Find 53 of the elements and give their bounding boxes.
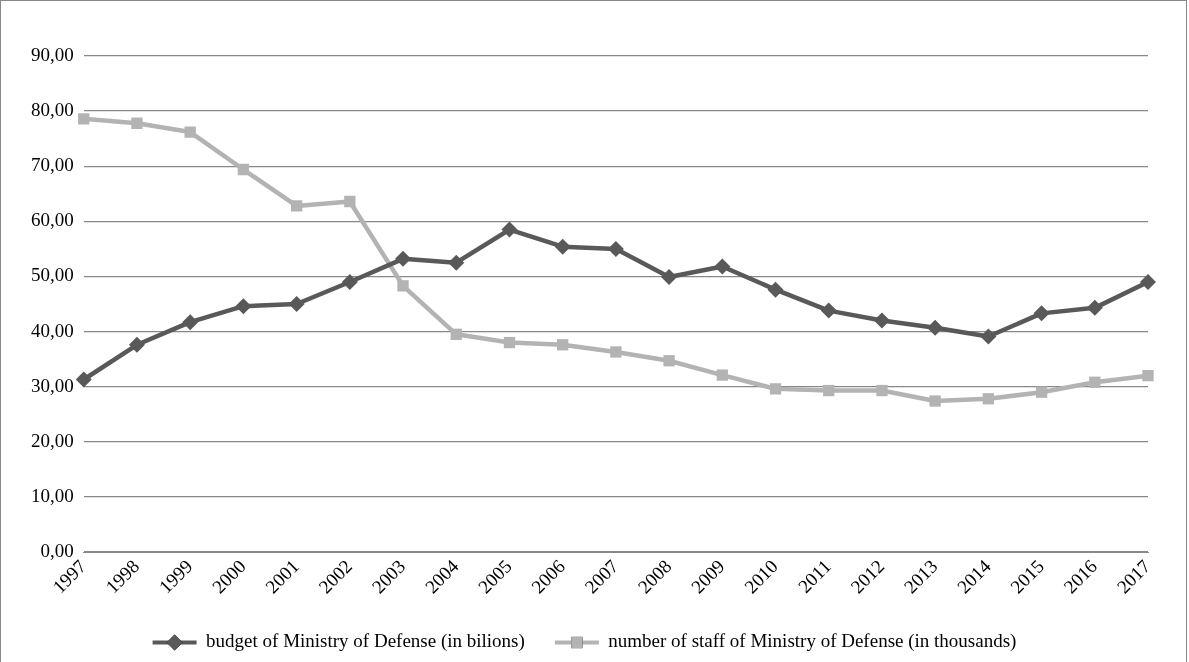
point	[75, 371, 92, 388]
point	[78, 113, 90, 125]
y-tick-label: 40,00	[31, 319, 74, 341]
point	[235, 298, 252, 315]
point	[503, 336, 516, 349]
point	[982, 393, 995, 405]
point	[1035, 386, 1048, 398]
y-tick-label: 90,00	[31, 43, 74, 65]
point	[1142, 369, 1154, 382]
point	[663, 355, 675, 367]
point	[1089, 376, 1101, 388]
point	[929, 395, 941, 407]
y-tick-label: 20,00	[31, 429, 74, 451]
point	[714, 258, 731, 275]
y-tick-label: 0,00	[40, 539, 74, 561]
point	[128, 336, 145, 353]
point	[1086, 299, 1103, 316]
point	[290, 200, 303, 212]
point	[980, 328, 997, 345]
y-tick-label: 10,00	[31, 484, 74, 506]
point	[1140, 273, 1156, 290]
point	[820, 302, 837, 319]
point	[184, 126, 196, 138]
point	[554, 238, 571, 255]
point	[131, 117, 143, 129]
point	[1033, 305, 1050, 322]
point	[873, 312, 890, 329]
y-tick-label: 50,00	[31, 264, 74, 286]
point	[716, 369, 728, 381]
point	[501, 221, 518, 238]
point	[661, 269, 678, 285]
point	[341, 273, 358, 290]
y-tick-label: 70,00	[31, 154, 74, 176]
point	[610, 346, 622, 358]
point	[557, 339, 569, 351]
x-tick-label: 1999	[154, 555, 197, 598]
point	[769, 383, 782, 395]
point	[344, 195, 356, 208]
point	[448, 254, 465, 271]
y-tick-label: 60,00	[31, 209, 74, 231]
y-tick-label: 80,00	[31, 99, 74, 121]
point	[237, 163, 250, 176]
point	[927, 319, 944, 336]
point	[288, 296, 305, 312]
point	[823, 384, 835, 397]
legend-label: number of staff of Ministry of Defense (in thousands)	[608, 630, 1017, 653]
y-tick-label: 30,00	[31, 374, 74, 396]
point	[182, 314, 199, 331]
legend-label: budget of Ministry of Defense (in bilions)	[206, 630, 525, 653]
point	[767, 281, 784, 298]
point	[876, 384, 888, 397]
point	[450, 328, 462, 340]
point	[397, 280, 409, 292]
